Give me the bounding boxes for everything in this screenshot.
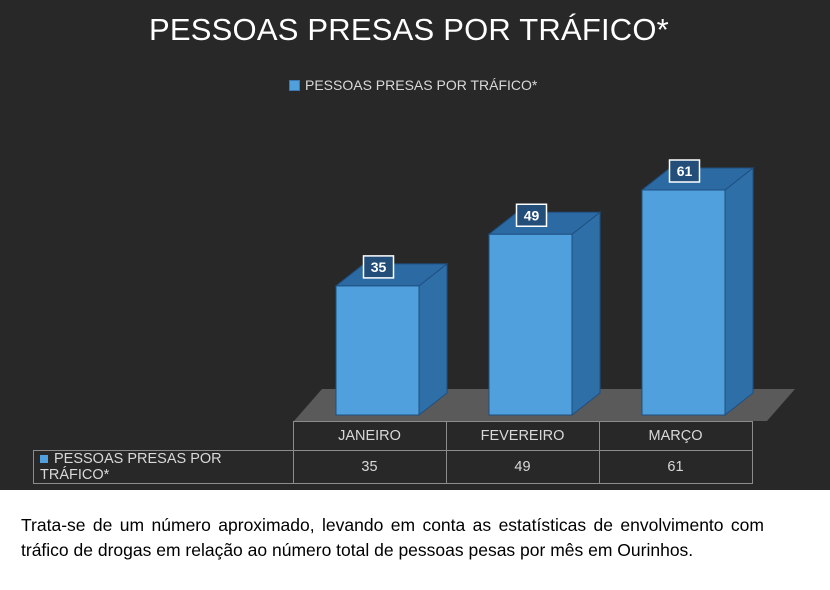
table-value-cell: 61	[598, 450, 753, 484]
chart-title: PESSOAS PRESAS POR TRÁFICO*	[149, 12, 669, 47]
legend: PESSOAS PRESAS POR TRÁFICO*	[289, 77, 537, 93]
data-label: 49	[524, 207, 540, 223]
table-corner	[33, 421, 294, 451]
data-label-box	[668, 159, 701, 183]
table-header-row: JANEIRO FEVEREIRO MARÇO	[33, 421, 753, 451]
table-value-cell: 35	[292, 450, 447, 484]
legend-swatch	[289, 79, 300, 91]
caption-text: Trata-se de um número aproximado, levand…	[21, 515, 764, 560]
legend-label: PESSOAS PRESAS POR TRÁFICO*	[305, 77, 538, 93]
data-label-box	[362, 255, 395, 279]
table-header-cell: JANEIRO	[292, 421, 447, 451]
table-series-cell: PESSOAS PRESAS POR TRÁFICO*	[33, 450, 294, 484]
bar-side	[571, 211, 601, 417]
chart-area: PESSOAS PRESAS POR TRÁFICO* PESSOAS PRES…	[0, 0, 830, 490]
table-header-cell: FEVEREIRO	[445, 421, 600, 451]
bar	[488, 233, 573, 416]
bar-side	[418, 262, 448, 417]
data-table: JANEIRO FEVEREIRO MARÇO PESSOAS PRESAS P…	[33, 421, 753, 484]
table-legend-swatch	[40, 455, 48, 464]
bar	[335, 285, 420, 416]
table-row: PESSOAS PRESAS POR TRÁFICO* 35 49 61	[33, 450, 753, 484]
table-header-cell: MARÇO	[598, 421, 753, 451]
data-label-box	[515, 203, 548, 228]
chart-plot: 35 49 61	[294, 159, 795, 421]
table-value-cell: 49	[445, 450, 600, 484]
data-label: 61	[677, 163, 693, 179]
bar	[641, 189, 726, 416]
data-label: 35	[371, 259, 387, 275]
bar-side	[724, 166, 754, 417]
table-series-label: PESSOAS PRESAS POR TRÁFICO*	[40, 451, 222, 483]
